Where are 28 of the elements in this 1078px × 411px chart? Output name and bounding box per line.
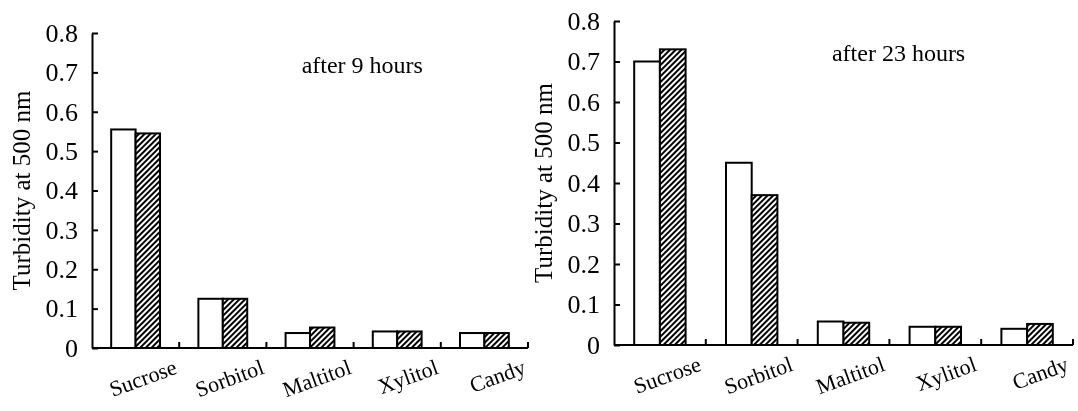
y-tick-label: 0.1 (567, 290, 600, 320)
y-tick-label: 0.6 (567, 87, 600, 117)
y-tick-label: 0 (587, 330, 600, 360)
y-tick-label: 0.5 (567, 128, 600, 158)
x-tick-label: Sucrose (105, 354, 180, 402)
y-tick-label: 0.2 (45, 255, 78, 285)
x-tick-label: Candy (466, 354, 529, 398)
y-tick-label: 0.4 (567, 168, 600, 198)
text: after 23 hours (831, 40, 966, 66)
y-tick-label: 0.4 (45, 176, 78, 206)
y-tick-label: 0.3 (45, 215, 78, 245)
y-axis-title: Turbidity at 500 nm (8, 90, 35, 291)
x-tick-label: Xylitol (912, 351, 980, 397)
y-tick-label: 0.8 (45, 18, 78, 48)
y-axis-title: Turbidity at 500 nm (530, 82, 557, 283)
y-tick-label: 0.6 (45, 97, 78, 127)
y-tick-label: 0.2 (567, 249, 600, 279)
x-tick-label: Candy (1008, 351, 1072, 395)
y-tick-label: 0.7 (45, 58, 78, 88)
y-tick-label: 0.8 (567, 6, 600, 36)
y-tick-label: 0 (65, 333, 78, 363)
y-tick-label: 0.3 (567, 209, 600, 239)
x-tick-label: Sucrose (630, 351, 705, 399)
text: after 9 hours (301, 52, 423, 78)
x-tick-label: Xylitol (374, 354, 442, 400)
y-tick-label: 0.5 (45, 136, 78, 166)
y-tick-label: 0.7 (567, 47, 600, 77)
y-tick-label: 0.1 (45, 294, 78, 324)
